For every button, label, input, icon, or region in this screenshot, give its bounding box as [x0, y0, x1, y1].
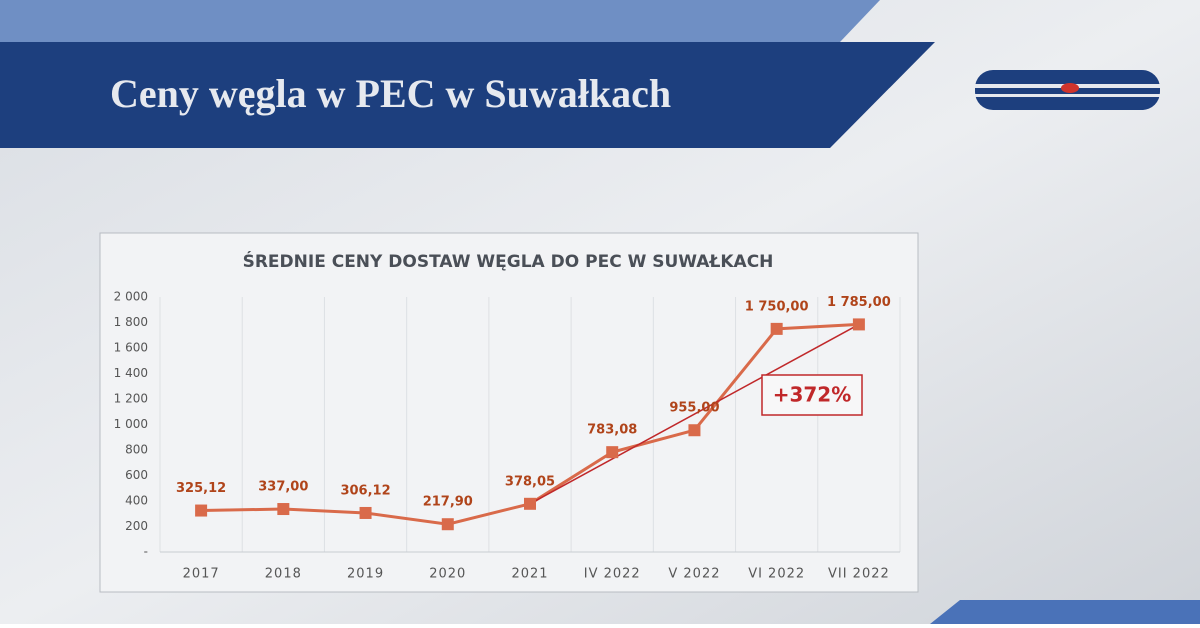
point-marker: [852, 318, 865, 331]
y-tick-label: 600: [125, 468, 148, 482]
value-label: 783,08: [587, 423, 637, 438]
chart-title: ŚREDNIE CENY DOSTAW WĘGLA DO PEC W SUWAŁ…: [243, 250, 774, 272]
x-tick-label: 2021: [511, 567, 548, 582]
value-label: 378,05: [505, 474, 555, 489]
y-tick-label: 1 200: [114, 392, 148, 406]
point-marker: [524, 497, 536, 510]
value-label: 217,90: [423, 495, 473, 510]
point-marker: [688, 424, 701, 437]
y-tick-label: 200: [125, 519, 148, 533]
x-tick-label: 2019: [347, 567, 384, 582]
x-tick-label: V 2022: [668, 567, 720, 582]
point-marker: [277, 503, 290, 516]
value-label: 1 750,00: [745, 299, 809, 314]
y-tick-label: 800: [125, 443, 148, 457]
y-tick-label: 1 800: [114, 315, 148, 329]
point-marker: [441, 518, 454, 531]
point-marker: [195, 504, 208, 517]
annotation-box: [761, 374, 863, 416]
logo: [975, 70, 1160, 110]
y-tick-label: 1 600: [114, 341, 148, 355]
banner: [0, 42, 935, 148]
y-tick-label: 400: [125, 494, 148, 508]
point-marker: [770, 322, 783, 335]
y-tick-label: 1 400: [114, 366, 148, 380]
x-tick-label: VII 2022: [828, 567, 890, 582]
x-tick-label: VI 2022: [748, 567, 805, 582]
footer-band: [930, 600, 1200, 624]
point-marker: [359, 506, 372, 519]
slide-title: Ceny węgla w PEC w Suwałkach: [110, 71, 671, 116]
y-tick-label: 1 000: [114, 417, 148, 431]
y-tick-label: 2 000: [114, 290, 148, 304]
x-tick-label: 2020: [429, 567, 466, 582]
value-label: 1 785,00: [827, 295, 891, 310]
value-label: 955,00: [669, 401, 719, 416]
value-label: 306,12: [340, 483, 390, 498]
x-tick-label: 2017: [183, 567, 220, 582]
annotation: +372%: [773, 383, 852, 407]
trend-line: [529, 323, 860, 505]
value-label: 325,12: [176, 481, 226, 496]
point-marker: [606, 446, 619, 459]
x-tick-label: 2018: [265, 567, 302, 582]
y-tick-label: -: [144, 545, 148, 559]
x-tick-label: IV 2022: [584, 567, 641, 582]
banner-light: [0, 0, 880, 42]
value-label: 337,00: [258, 480, 308, 495]
